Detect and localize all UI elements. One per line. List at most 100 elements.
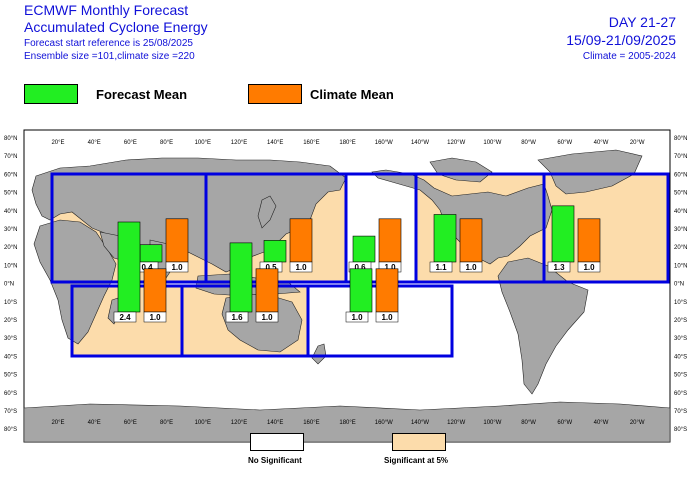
climate-bar [378,218,402,263]
lon-label-top: 40°E [88,140,101,146]
south-america [497,257,589,395]
lon-label-top: 100°W [483,140,501,146]
lat-label-right: 30°S [674,336,687,342]
lon-label-top: 80°E [160,140,173,146]
forecast-bar [139,244,163,263]
lon-label-bottom: 140°E [267,420,283,426]
climate-bar [577,218,601,263]
ensemble-size-text: Ensemble size =101,climate size =220 [24,51,195,62]
lon-label-bottom: 40°W [594,420,609,426]
title-line-2: Accumulated Cyclone Energy [24,19,208,35]
lon-label-top: 160°E [303,140,319,146]
forecast-bar [263,240,287,263]
significant-label: Significant at 5% [384,456,449,465]
lat-label-right: 80°N [674,136,687,142]
lat-label-left: 40°S [4,354,17,360]
lat-label-left: 80°S [4,427,17,433]
lat-label-left: 60°N [4,172,17,178]
climate-bar [459,218,483,263]
climate-value-label: 1.0 [295,263,307,272]
climate-value-box [143,311,167,323]
forecast-value-box [225,311,249,323]
basin-bars: 0.4 1.0 0.5 1.0 0.6 1.0 1.1 1.0 1.3 1.0 2.4 1.0 1.6 1… [113,205,601,323]
lat-label-right: 10°N [674,263,687,269]
lon-label-bottom: 160°E [303,420,319,426]
forecast-value-label: 1.3 [553,263,565,272]
antarctica [23,401,671,443]
lat-label-right: 20°N [674,245,687,251]
climate-value-box [375,311,399,323]
lon-label-top: 140°E [267,140,283,146]
climate-value-box [577,261,601,273]
lon-label-bottom: 20°E [51,420,64,426]
lon-label-top: 100°E [195,140,211,146]
climate-value-label: 1.0 [171,263,183,272]
lat-label-left: 10°N [4,263,17,269]
lon-label-bottom: 20°W [630,420,645,426]
lat-label-right: 70°N [674,154,687,160]
lat-label-left: 60°S [4,391,17,397]
lon-label-top: 120°W [447,140,465,146]
lat-label-left: 80°N [4,136,17,142]
north-america [371,169,553,265]
forecast-value-label: 1.1 [435,263,447,272]
lon-label-bottom: 180°E [339,420,355,426]
basin-outline [542,172,670,284]
basin-outlines [50,172,670,358]
climate-value-box [165,261,189,273]
forecast-bar [117,221,141,313]
climate-value-label: 1.0 [583,263,595,272]
climate-value-label: 1.0 [384,263,396,272]
forecast-bar [349,268,373,313]
lat-label-right: 40°S [674,354,687,360]
lon-label-bottom: 120°E [231,420,247,426]
title-line-1: ECMWF Monthly Forecast [24,2,189,18]
forecast-value-label: 0.4 [141,263,153,272]
forecast-value-label: 1.0 [351,313,363,322]
forecast-bar [229,242,253,313]
lon-label-top: 140°W [411,140,429,146]
lon-label-bottom: 120°W [447,420,465,426]
latitude-labels: 80°N 80°N 70°N 70°N 60°N 60°N 50°N 50°N 40°N 40°N… [4,136,687,433]
lat-label-right: 10°S [674,300,687,306]
climate-value-label: 1.0 [261,313,273,322]
lon-label-bottom: 100°E [195,420,211,426]
lat-label-left: 0°N [4,282,14,288]
climate-period: Climate = 2005-2024 [582,51,676,62]
forecast-value-box [429,261,453,273]
lat-label-right: 70°S [674,409,687,415]
lon-label-bottom: 60°E [124,420,137,426]
forecast-mean-label: Forecast Mean [96,87,188,102]
lat-label-right: 50°N [674,191,687,197]
climate-value-label: 1.0 [149,313,161,322]
lon-label-bottom: 80°E [160,420,173,426]
climate-value-box [289,261,313,273]
lat-label-right: 60°N [674,172,687,178]
lat-label-right: 40°N [674,209,687,215]
lat-label-left: 70°N [4,154,17,160]
climate-bar [165,218,189,263]
significant-swatch [392,433,446,451]
date-range: 15/09-21/09/2025 [566,32,676,48]
forecast-start-text: Forecast start reference is 25/08/2025 [24,38,193,49]
lat-label-left: 10°S [4,300,17,306]
forecast-value-label: 1.6 [231,313,243,322]
lat-label-right: 60°S [674,391,687,397]
forecast-value-box [547,261,571,273]
climate-value-label: 1.0 [381,313,393,322]
lat-label-left: 40°N [4,209,17,215]
lon-label-bottom: 100°W [483,420,501,426]
no-significant-swatch [250,433,304,451]
lon-label-top: 60°E [124,140,137,146]
forecast-bar [433,214,457,263]
lat-label-left: 30°N [4,227,17,233]
lon-label-bottom: 140°W [411,420,429,426]
climate-mean-swatch [248,84,302,104]
climate-bar [255,268,279,313]
climate-bar [143,268,167,313]
no-significant-label: No Significant [248,456,302,465]
forecast-bar [551,205,575,263]
lat-label-right: 80°S [674,427,687,433]
forecast-value-label: 0.6 [354,263,366,272]
